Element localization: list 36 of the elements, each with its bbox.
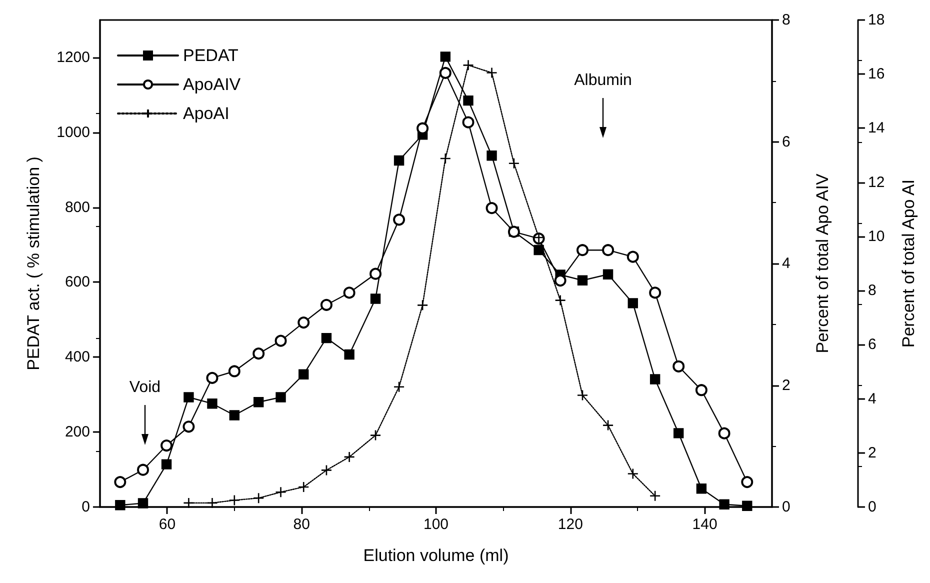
legend-label: PEDAT [183, 46, 238, 65]
x-tick-label: 60 [158, 516, 176, 533]
y-axis-title: PEDAT act. ( % stimulation ) [24, 156, 43, 370]
x-tick-label: 100 [423, 516, 449, 533]
y2-tick-label: 2 [782, 376, 790, 394]
x-tick-label: 140 [692, 516, 718, 533]
y3-tick-label: 4 [868, 390, 876, 408]
y2-tick-label: 8 [782, 12, 790, 28]
annotation: Void [129, 379, 161, 397]
y2-tick-label: 4 [782, 255, 790, 272]
y-tick-label: 1200 [56, 48, 90, 66]
x-axis-title: Elution volume (ml) [363, 546, 509, 565]
y3-tick-label: 10 [868, 228, 885, 245]
y3-tick-label: 0 [868, 498, 876, 516]
y3-tick-label: 6 [868, 336, 876, 354]
y-tick-label: 400 [64, 348, 90, 366]
y3-tick-label: 18 [868, 12, 885, 28]
y3-tick-label: 2 [868, 444, 876, 462]
y2-tick-label: 6 [782, 133, 790, 150]
y-tick-label: 0 [82, 498, 90, 516]
x-tick-label: 120 [558, 516, 583, 533]
annotation: Albumin [574, 72, 632, 90]
y-tick-label: 800 [64, 198, 90, 216]
legend-label: ApoAI [183, 104, 230, 123]
y-tick-label: 200 [64, 424, 90, 441]
y3-tick-label: 16 [868, 66, 885, 83]
y3-tick-label: 14 [868, 120, 885, 137]
y3-axis-title: Percent of total Apo AI [899, 179, 918, 348]
y3-tick-label: 12 [868, 174, 885, 191]
y2-tick-label: 0 [782, 498, 790, 516]
y-tick-label: 1000 [56, 124, 90, 141]
y3-tick-label: 8 [868, 282, 876, 300]
y-tick-label: 600 [64, 274, 90, 291]
x-tick-label: 80 [293, 516, 310, 533]
legend-label: ApoAIV [183, 75, 242, 94]
y2-axis-title: Percent of total Apo AIV [813, 173, 832, 354]
